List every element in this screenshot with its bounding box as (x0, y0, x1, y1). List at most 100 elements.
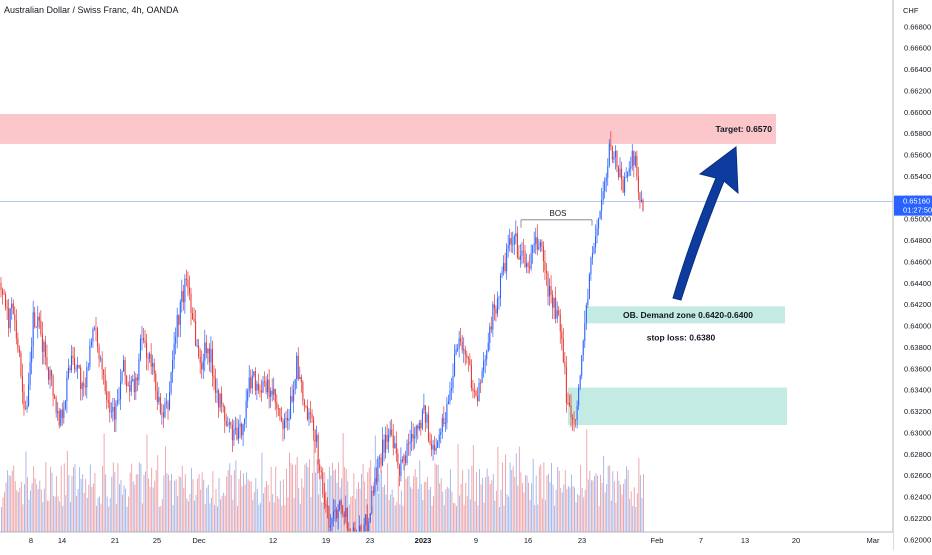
candle (245, 388, 247, 429)
candle (9, 308, 11, 333)
volume-bar (341, 478, 343, 532)
candle (110, 402, 112, 419)
volume-bar (46, 500, 48, 532)
candle-body (329, 525, 331, 528)
candle-body (77, 365, 79, 369)
y-tick-label: 0.65000 (904, 215, 931, 224)
candle (64, 399, 66, 411)
volume-bar (636, 493, 638, 532)
candle (294, 378, 296, 395)
volume-bar (218, 478, 220, 532)
candle-body (221, 393, 223, 405)
candle-body (28, 384, 30, 406)
candle-body (513, 236, 515, 245)
volume-bar (344, 466, 346, 532)
candle (601, 187, 603, 221)
volume-bar (494, 500, 496, 532)
y-axis-unit: CHF (903, 6, 919, 15)
volume-bar (83, 492, 85, 532)
candle-body (285, 417, 287, 420)
candle (202, 353, 204, 380)
volume-bar (615, 502, 617, 532)
candle (403, 453, 405, 471)
candle-body (432, 445, 434, 450)
volume-bar (10, 476, 12, 532)
candle-body (51, 370, 53, 377)
candle-body (29, 362, 31, 385)
candle-body (524, 251, 526, 268)
volume-bar (483, 502, 485, 532)
candle (588, 272, 590, 300)
volume-bar (192, 479, 194, 532)
volume-bar (330, 475, 332, 532)
candle-body (83, 383, 85, 386)
candle (116, 389, 118, 407)
candle (378, 454, 380, 469)
candle (567, 392, 569, 406)
candle (346, 507, 348, 535)
candle (96, 326, 99, 353)
candle-body (89, 345, 91, 367)
candle (576, 400, 578, 429)
candle (619, 157, 621, 178)
candle-body (624, 177, 626, 193)
candle (6, 299, 8, 320)
candle (308, 408, 310, 426)
candle (228, 418, 230, 433)
candle (24, 400, 27, 410)
candle-body (222, 404, 224, 407)
candle (313, 415, 315, 441)
candle-body (506, 248, 508, 272)
candle (271, 378, 273, 402)
candle (434, 435, 436, 455)
volume-bar (627, 469, 629, 532)
volume-bar (261, 452, 263, 532)
volume-bar (263, 493, 264, 532)
candle-body (86, 367, 88, 388)
candle (107, 391, 109, 409)
candle (44, 335, 46, 366)
volume-bar (89, 464, 91, 532)
candle (72, 346, 74, 366)
volume-bar (606, 484, 608, 532)
volume-bars (1, 429, 644, 532)
candle (112, 397, 114, 422)
volume-bar (281, 505, 283, 532)
candle (556, 301, 558, 324)
candle (224, 405, 226, 434)
volume-bar (243, 473, 245, 532)
target-arrow-shape (672, 146, 739, 301)
volume-bar (567, 486, 569, 532)
candle-body (484, 359, 486, 361)
volume-bar (103, 433, 105, 532)
candle (628, 161, 630, 177)
candle (1, 287, 4, 305)
candle (332, 498, 335, 527)
volume-bar (643, 473, 644, 532)
volume-bar (129, 472, 131, 532)
candle-body (211, 348, 213, 376)
candle (591, 245, 593, 265)
volume-bar (439, 483, 441, 532)
volume-bar (440, 478, 442, 532)
volume-bar (523, 492, 525, 532)
volume-bar (40, 489, 42, 532)
volume-bar (204, 504, 206, 532)
candle (411, 421, 413, 452)
candle (596, 219, 598, 244)
candle-body (374, 478, 376, 493)
volume-bar (175, 479, 177, 532)
candle (300, 374, 302, 393)
volume-bar (368, 467, 370, 532)
candle-body (454, 354, 456, 376)
candle (14, 306, 16, 332)
candle-body (69, 367, 71, 371)
candle (0, 277, 2, 298)
candle (429, 432, 431, 446)
volume-bar (498, 506, 500, 532)
candle (98, 343, 100, 368)
candle-body (231, 424, 233, 441)
candle-body (446, 404, 448, 423)
candle-body (631, 150, 633, 167)
